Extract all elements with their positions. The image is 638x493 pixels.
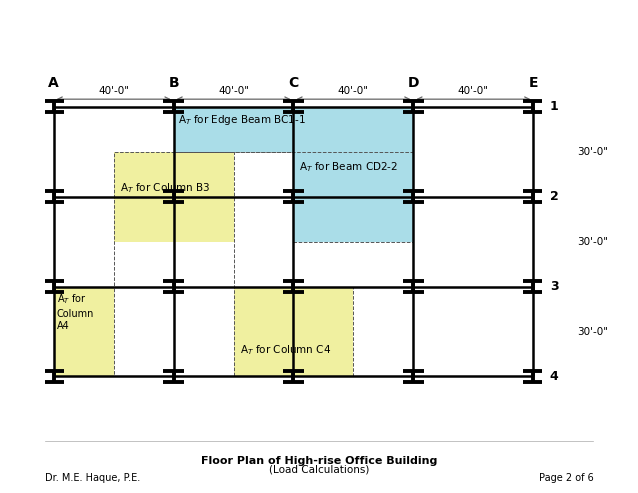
Bar (174, 152, 413, 197)
Text: A: A (48, 76, 59, 90)
Text: A$_T$ for Column B3: A$_T$ for Column B3 (119, 181, 211, 195)
Text: 30'-0": 30'-0" (577, 237, 608, 246)
Text: C: C (288, 76, 299, 90)
Text: D: D (408, 76, 419, 90)
Bar (54, 286, 114, 377)
Text: A$_T$ for
Column
A4: A$_T$ for Column A4 (57, 292, 94, 331)
Text: 40'-0": 40'-0" (218, 86, 249, 96)
Text: 40'-0": 40'-0" (458, 86, 489, 96)
Bar (293, 106, 413, 242)
Bar (234, 286, 353, 331)
Text: Page 2 of 6: Page 2 of 6 (538, 473, 593, 483)
Text: Floor Plan of High-rise Office Building: Floor Plan of High-rise Office Building (201, 456, 437, 466)
Bar (234, 286, 353, 377)
Text: 30'-0": 30'-0" (577, 146, 608, 157)
Bar (114, 152, 234, 242)
Text: (Load Calculations): (Load Calculations) (269, 464, 369, 474)
Text: 2: 2 (550, 190, 558, 203)
Text: E: E (528, 76, 538, 90)
Text: A$_T$ for Beam CD2-2: A$_T$ for Beam CD2-2 (299, 161, 399, 175)
Text: 1: 1 (550, 100, 558, 113)
Bar (174, 106, 293, 152)
Text: Dr. M.E. Haque, P.E.: Dr. M.E. Haque, P.E. (45, 473, 140, 483)
Text: B: B (168, 76, 179, 90)
Bar (54, 286, 114, 331)
Bar (234, 331, 353, 377)
Text: A$_T$ for Column C4: A$_T$ for Column C4 (239, 344, 330, 357)
Text: 3: 3 (550, 280, 558, 293)
Text: A$_T$ for Edge Beam BC1-1: A$_T$ for Edge Beam BC1-1 (178, 113, 306, 127)
Bar (293, 106, 413, 197)
Bar (174, 106, 293, 152)
Text: 40'-0": 40'-0" (98, 86, 129, 96)
Text: 4: 4 (550, 370, 558, 383)
Text: 40'-0": 40'-0" (338, 86, 369, 96)
Bar (114, 152, 234, 286)
Bar (54, 331, 114, 377)
Bar (293, 197, 413, 242)
Text: 30'-0": 30'-0" (577, 326, 608, 337)
